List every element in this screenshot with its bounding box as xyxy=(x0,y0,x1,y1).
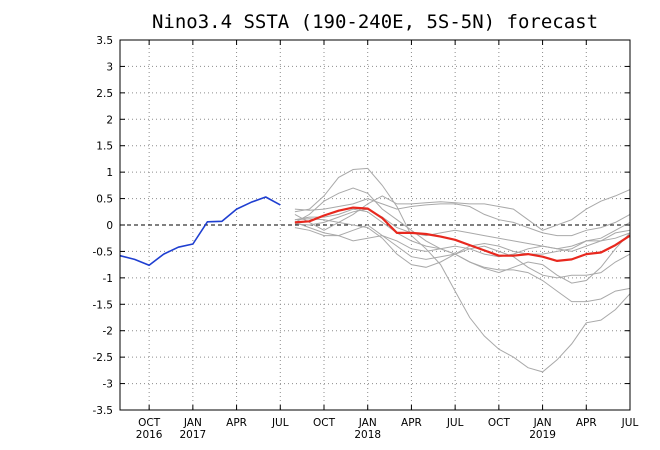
observed-line xyxy=(119,196,281,267)
ensemble-mean-line xyxy=(294,206,631,262)
x-tick-month-label: OCT xyxy=(313,417,336,429)
x-tick-month-label: JUL xyxy=(271,417,289,429)
ensemble-mean-series xyxy=(294,206,631,262)
y-tick-label: -2.5 xyxy=(93,352,114,364)
ensemble-member-line xyxy=(294,224,631,279)
y-tick-label: -2 xyxy=(103,326,113,338)
ensemble-member-line xyxy=(294,208,631,250)
x-tick-month-label: JAN xyxy=(183,417,202,429)
y-tick-label: 0 xyxy=(106,220,113,232)
ensemble-member-line xyxy=(294,189,631,231)
y-tick-label: -0.5 xyxy=(93,246,114,258)
chart-title: Nino3.4 SSTA (190-240E, 5S-5N) forecast xyxy=(152,11,598,33)
x-tick-month-label: APR xyxy=(576,417,597,429)
ensemble-members xyxy=(294,167,631,373)
x-tick-month-label: JAN xyxy=(533,417,552,429)
ensemble-member-line xyxy=(294,208,631,284)
y-axis-tick-labels: 3.5 3 2.5 2 1.5 1 0.5 0 -0.5 -1 -1.5 -2 -2.5 -3 -3.5 xyxy=(93,35,114,417)
x-tick-month-label: JUL xyxy=(621,417,639,429)
x-tick-year-label: 2019 xyxy=(529,429,556,441)
ensemble-member-line xyxy=(294,167,631,373)
x-tick-month-label: JAN xyxy=(358,417,377,429)
y-tick-label: 2.5 xyxy=(96,88,113,100)
y-tick-label: 3 xyxy=(106,61,113,73)
y-tick-label: 3.5 xyxy=(96,35,113,47)
y-tick-label: 1 xyxy=(106,167,113,179)
x-tick-year-label: 2016 xyxy=(136,429,163,441)
y-tick-label: -3.5 xyxy=(93,405,114,417)
ensemble-member-line xyxy=(294,221,631,258)
y-tick-label: 0.5 xyxy=(96,194,113,206)
axis-ticks xyxy=(120,39,631,411)
y-tick-label: -1 xyxy=(103,273,113,285)
x-tick-month-label: OCT xyxy=(488,417,511,429)
x-tick-year-label: 2018 xyxy=(354,429,381,441)
x-tick-month-label: APR xyxy=(226,417,247,429)
observed-series xyxy=(119,196,281,267)
ensemble-member-line xyxy=(294,218,631,268)
x-tick-month-label: OCT xyxy=(138,417,161,429)
x-tick-year-label: 2017 xyxy=(179,429,206,441)
y-tick-label: 2 xyxy=(106,114,113,126)
ensemble-member-line xyxy=(294,198,631,237)
x-tick-month-label: JUL xyxy=(446,417,464,429)
y-tick-label: -3 xyxy=(103,379,113,391)
y-tick-label: -1.5 xyxy=(93,299,114,311)
y-tick-label: 1.5 xyxy=(96,141,113,153)
x-tick-month-label: APR xyxy=(401,417,422,429)
